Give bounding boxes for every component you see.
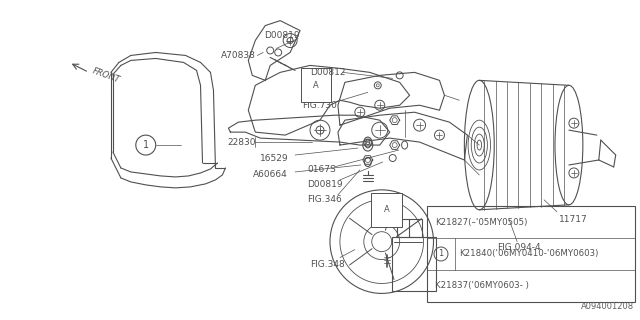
Text: FIG.346: FIG.346 [307, 195, 342, 204]
Text: K21837('06MY0603- ): K21837('06MY0603- ) [435, 281, 529, 290]
Text: K21827(–'05MY0505): K21827(–'05MY0505) [435, 218, 527, 227]
Text: FIG.348: FIG.348 [310, 260, 345, 269]
Text: A: A [384, 205, 390, 214]
Text: A70838: A70838 [220, 51, 255, 60]
Text: FRONT: FRONT [91, 66, 121, 84]
Text: 1: 1 [438, 250, 444, 259]
Bar [397, 219, 422, 237]
Bar [392, 237, 436, 292]
Text: 0167S: 0167S [307, 165, 336, 174]
Text: FIG.730: FIG.730 [302, 101, 337, 110]
Text: 1: 1 [143, 140, 149, 150]
Text: A: A [313, 81, 319, 90]
Text: K21840('06MY0410-'06MY0603): K21840('06MY0410-'06MY0603) [459, 250, 598, 259]
Text: D00819: D00819 [264, 31, 300, 40]
Text: D00819: D00819 [307, 180, 342, 189]
Text: A60664: A60664 [253, 171, 288, 180]
Text: 11717: 11717 [559, 215, 588, 224]
Text: FIG.094-4: FIG.094-4 [497, 243, 541, 252]
Text: 22830: 22830 [227, 138, 256, 147]
Text: A094001208: A094001208 [580, 302, 634, 311]
Text: D00812: D00812 [310, 68, 346, 77]
Bar [427, 206, 636, 302]
Text: 16529: 16529 [260, 154, 289, 163]
